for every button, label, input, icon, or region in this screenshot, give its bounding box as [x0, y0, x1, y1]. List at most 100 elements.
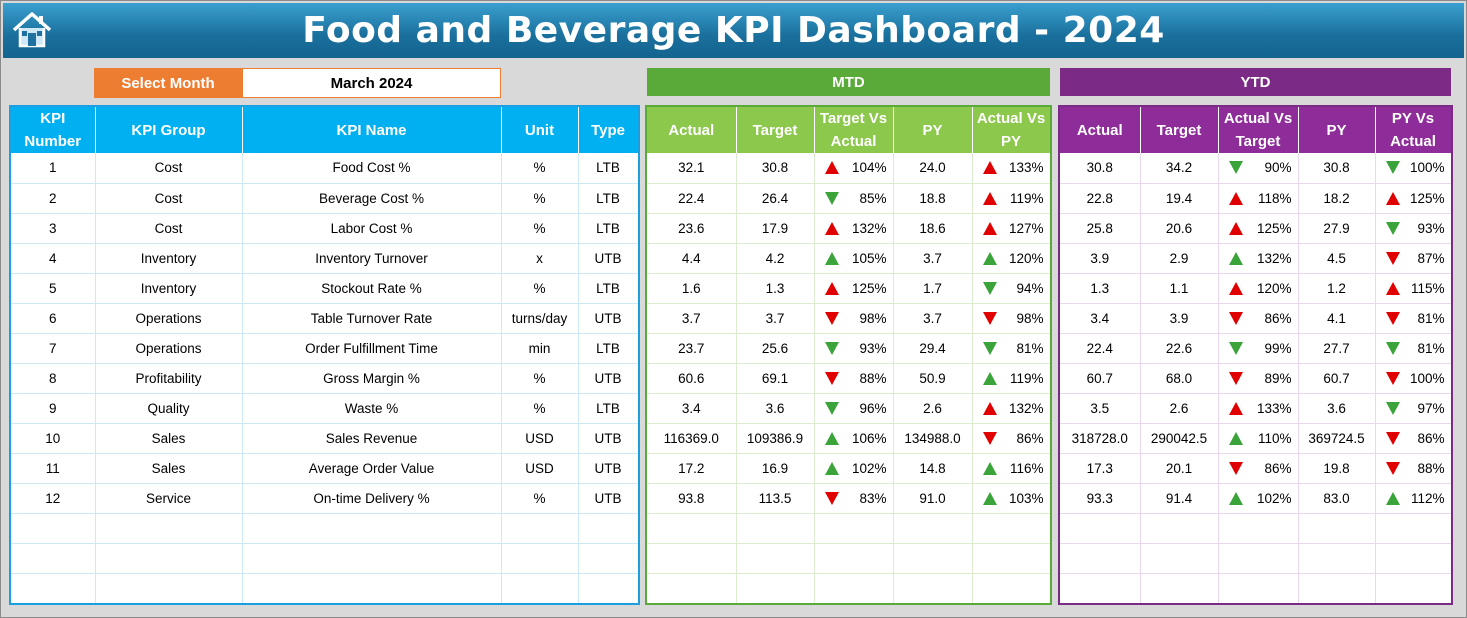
column-header: Target	[736, 107, 815, 153]
kpi-unit-cell: %	[501, 273, 579, 304]
mtd-py-cell: 29.4	[893, 333, 973, 364]
mtd-py-cell: 14.8	[893, 453, 973, 484]
kpi-name-cell: Stockout Rate %	[242, 273, 502, 304]
empty-cell	[736, 573, 815, 603]
percent-cell: 102%	[1218, 483, 1299, 514]
kpi-name-cell: Inventory Turnover	[242, 243, 502, 274]
arrow-up-icon	[824, 431, 839, 445]
mtd-target-cell: 4.2	[736, 243, 815, 274]
percent-cell: 133%	[1218, 393, 1299, 424]
percent-cell: 110%	[1218, 423, 1299, 454]
mtd-panel: Actual Target Target Vs Actual PY Actual Vs …	[645, 105, 1052, 605]
percent-cell: 88%	[1375, 453, 1451, 484]
kpi-type-cell: LTB	[578, 213, 638, 244]
mtd-row: 17.2 16.9 102% 14.8 116%	[647, 453, 1050, 484]
percent-cell: 133%	[972, 153, 1050, 184]
home-icon[interactable]	[11, 9, 53, 51]
empty-cell	[11, 543, 96, 574]
percent-cell: 112%	[1375, 483, 1451, 514]
empty-cell	[501, 513, 579, 544]
kpi-group-cell: Profitability	[95, 363, 243, 394]
kpi-num-cell: 10	[11, 423, 96, 454]
empty-cell	[11, 573, 96, 603]
empty-cell	[1060, 573, 1141, 603]
percent-wrap: 87%	[1376, 251, 1451, 266]
percent-wrap: 81%	[1376, 341, 1451, 356]
ytd-target-cell: 19.4	[1140, 183, 1219, 214]
arrow-down-icon	[1228, 341, 1243, 355]
arrow-up-icon	[982, 221, 997, 235]
ytd-py-cell: 83.0	[1298, 483, 1376, 514]
empty-row	[11, 543, 638, 574]
percent-value: 85%	[859, 190, 887, 206]
kpi-group-cell: Operations	[95, 303, 243, 334]
kpi-type-cell: UTB	[578, 363, 638, 394]
ytd-py-cell: 60.7	[1298, 363, 1376, 394]
kpi-group-cell: Cost	[95, 153, 243, 184]
percent-value: 110%	[1257, 430, 1292, 446]
empty-row	[647, 513, 1050, 544]
empty-cell	[1140, 573, 1219, 603]
month-selector[interactable]: March 2024	[242, 68, 501, 98]
percent-cell: 100%	[1375, 363, 1451, 394]
percent-value: 86%	[1264, 460, 1292, 476]
kpi-type-cell: LTB	[578, 273, 638, 304]
empty-cell	[736, 543, 815, 574]
empty-cell	[1375, 513, 1451, 544]
percent-wrap: 120%	[1219, 281, 1298, 296]
percent-value: 125%	[1409, 190, 1445, 206]
percent-wrap: 93%	[815, 341, 893, 356]
ytd-row: 30.8 34.2 90% 30.8 100%	[1060, 153, 1451, 184]
ytd-target-cell: 290042.5	[1140, 423, 1219, 454]
arrow-down-icon	[1385, 431, 1400, 445]
kpi-num-cell: 9	[11, 393, 96, 424]
percent-cell: 127%	[972, 213, 1050, 244]
ytd-actual-cell: 318728.0	[1060, 423, 1141, 454]
kpi-name-cell: Waste %	[242, 393, 502, 424]
arrow-up-icon	[824, 281, 839, 295]
ytd-row: 3.5 2.6 133% 3.6 97%	[1060, 393, 1451, 424]
ytd-py-cell: 18.2	[1298, 183, 1376, 214]
arrow-down-icon	[982, 431, 997, 445]
arrow-up-icon	[1228, 251, 1243, 265]
mtd-target-cell: 113.5	[736, 483, 815, 514]
percent-cell: 119%	[972, 363, 1050, 394]
empty-cell	[11, 513, 96, 544]
arrow-up-icon	[824, 461, 839, 475]
arrow-up-icon	[824, 161, 839, 175]
percent-cell: 93%	[1375, 213, 1451, 244]
ytd-py-cell: 369724.5	[1298, 423, 1376, 454]
percent-wrap: 96%	[815, 401, 893, 416]
column-header: Type	[578, 107, 638, 153]
mtd-row: 32.1 30.8 104% 24.0 133%	[647, 153, 1050, 184]
mtd-py-cell: 18.8	[893, 183, 973, 214]
empty-cell	[1218, 543, 1299, 574]
ytd-target-cell: 91.4	[1140, 483, 1219, 514]
mtd-row: 93.8 113.5 83% 91.0 103%	[647, 483, 1050, 514]
column-header: Actual Vs Target	[1218, 107, 1299, 153]
arrow-down-icon	[1385, 221, 1400, 235]
ytd-actual-cell: 60.7	[1060, 363, 1141, 394]
kpi-type-cell: UTB	[578, 483, 638, 514]
select-month-label: Select Month	[94, 68, 242, 98]
percent-cell: 104%	[814, 153, 894, 184]
percent-value: 88%	[1417, 460, 1445, 476]
empty-cell	[1218, 573, 1299, 603]
mtd-row: 4.4 4.2 105% 3.7 120%	[647, 243, 1050, 274]
kpi-group-cell: Sales	[95, 453, 243, 484]
kpi-group-cell: Inventory	[95, 273, 243, 304]
arrow-down-icon	[982, 311, 997, 325]
percent-value: 127%	[1008, 220, 1044, 236]
mtd-actual-cell: 3.7	[647, 303, 737, 334]
percent-wrap: 89%	[1219, 371, 1298, 386]
empty-row	[11, 573, 638, 603]
ytd-actual-cell: 25.8	[1060, 213, 1141, 244]
percent-wrap: 98%	[815, 311, 893, 326]
percent-value: 90%	[1264, 160, 1292, 176]
percent-value: 120%	[1256, 280, 1292, 296]
empty-cell	[242, 543, 502, 574]
percent-wrap: 133%	[1219, 401, 1298, 416]
column-header: Actual	[1060, 107, 1141, 153]
ytd-target-cell: 2.6	[1140, 393, 1219, 424]
empty-cell	[1140, 543, 1219, 574]
